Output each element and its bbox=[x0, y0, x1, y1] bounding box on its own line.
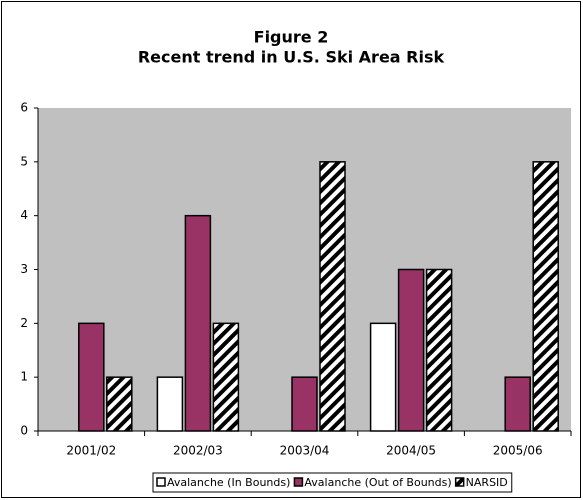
y-tick-label: 1 bbox=[20, 370, 28, 384]
chart-subtitle: Recent trend in U.S. Ski Area Risk bbox=[138, 48, 445, 67]
bar bbox=[425, 268, 453, 432]
bar bbox=[156, 376, 184, 432]
legend-swatch bbox=[156, 477, 166, 487]
bar bbox=[532, 161, 559, 432]
legend-label: Avalanche (Out of Bounds) bbox=[304, 476, 451, 489]
y-tick-label: 4 bbox=[20, 208, 28, 222]
legend-label: NARSID bbox=[466, 476, 508, 489]
bar bbox=[397, 268, 425, 432]
x-tick-label: 2004/05 bbox=[386, 444, 436, 458]
bar bbox=[78, 322, 105, 432]
bar bbox=[504, 376, 531, 432]
y-tick-label: 6 bbox=[20, 101, 28, 115]
bar bbox=[212, 322, 240, 432]
x-tick-label: 2001/02 bbox=[66, 444, 116, 458]
bar bbox=[184, 214, 212, 432]
bar bbox=[319, 161, 346, 432]
y-tick-label: 3 bbox=[20, 262, 28, 276]
legend-swatch bbox=[293, 477, 304, 487]
y-tick-label: 5 bbox=[20, 154, 28, 168]
legend-label: Avalanche (In Bounds) bbox=[167, 476, 290, 489]
x-tick-label: 2005/06 bbox=[493, 444, 543, 458]
chart-title: Figure 2 bbox=[254, 28, 329, 47]
y-tick-label: 2 bbox=[20, 316, 28, 330]
bar bbox=[291, 376, 318, 432]
y-tick-label: 0 bbox=[20, 424, 28, 438]
bar bbox=[369, 322, 397, 432]
x-tick-label: 2002/03 bbox=[173, 444, 223, 458]
legend bbox=[152, 472, 513, 493]
bar bbox=[106, 376, 133, 432]
x-tick-label: 2003/04 bbox=[280, 444, 330, 458]
legend-swatch bbox=[454, 477, 465, 487]
